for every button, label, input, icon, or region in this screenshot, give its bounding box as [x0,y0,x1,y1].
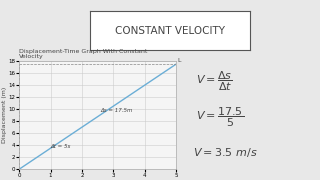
Text: $V = \dfrac{17.5}{5}$: $V = \dfrac{17.5}{5}$ [196,105,244,129]
Text: L: L [178,58,181,63]
Text: Δt = 5s: Δt = 5s [51,144,71,149]
Y-axis label: Displacement (m): Displacement (m) [2,87,7,143]
Text: Δs = 17.5m: Δs = 17.5m [101,108,133,113]
Text: Displacement-Time Graph With Constant
Velocity: Displacement-Time Graph With Constant Ve… [19,49,148,59]
Text: CONSTANT VELOCITY: CONSTANT VELOCITY [115,26,225,36]
Text: $V = \dfrac{\Delta s}{\Delta t}$: $V = \dfrac{\Delta s}{\Delta t}$ [196,69,233,93]
Text: $V = 3.5 \ m/s$: $V = 3.5 \ m/s$ [193,146,258,159]
